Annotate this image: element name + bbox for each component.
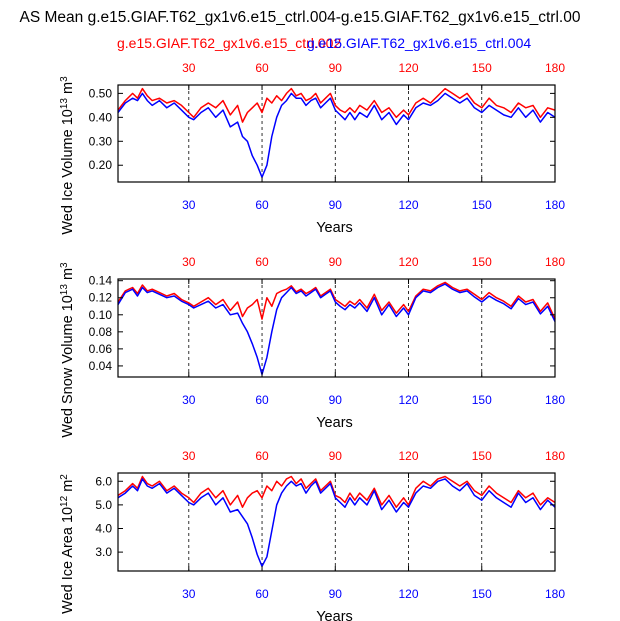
x-tick-label-bottom: 180: [545, 198, 565, 212]
y-axis-title: Wed Snow Volume 1013 m3: [59, 262, 77, 438]
x-tick-label-bottom: 30: [182, 587, 196, 601]
y-tick-label: 0.04: [89, 359, 113, 373]
series-line-red: [117, 281, 556, 320]
series-line-blue: [117, 478, 556, 568]
y-tick-label: 0.40: [89, 110, 113, 124]
x-tick-label-top: 60: [255, 61, 269, 75]
x-tick-label-bottom: 30: [182, 393, 196, 407]
y-tick-label: 0.14: [89, 274, 113, 288]
x-axis-title: Years: [316, 609, 353, 621]
plot-frame: [117, 472, 556, 572]
chart-title: AS Mean g.e15.GIAF.T62_gx1v6.e15_ctrl.00…: [20, 9, 581, 26]
y-tick-label: 0.06: [89, 342, 113, 356]
x-tick-label-top: 180: [545, 61, 565, 75]
x-tick-label-bottom: 120: [399, 198, 419, 212]
x-tick-label-top: 150: [472, 449, 492, 463]
x-tick-label-top: 120: [399, 255, 419, 269]
x-tick-label-bottom: 60: [255, 198, 269, 212]
x-tick-label-top: 30: [182, 255, 196, 269]
series-line-blue: [117, 283, 556, 376]
y-tick-label: 0.20: [89, 158, 113, 172]
x-tick-label-top: 150: [472, 255, 492, 269]
plot-frame: [117, 278, 556, 378]
panel-3: 3.0 4.0 5.0 6.0 30 30 60 60 90 90 120 120 150 150 180 1…: [59, 449, 566, 621]
x-tick-label-top: 60: [255, 255, 269, 269]
x-tick-label-top: 90: [329, 255, 343, 269]
x-tick-label-bottom: 150: [472, 198, 492, 212]
y-tick-label: 0.10: [89, 308, 113, 322]
y-tick-label: 4.0: [95, 521, 112, 535]
x-tick-label-bottom: 180: [545, 393, 565, 407]
x-tick-label-top: 90: [329, 449, 343, 463]
panel-2: 0.04 0.06 0.08 0.10 0.12 0.14 30 30 60 60 90 90 120 1…: [59, 255, 566, 438]
y-tick-label: 6.0: [95, 474, 112, 488]
x-tick-label-bottom: 120: [399, 393, 419, 407]
x-tick-label-bottom: 90: [329, 198, 343, 212]
y-tick-label: 0.12: [89, 291, 113, 305]
series-line-red: [117, 475, 556, 508]
case-label-red: g.e15.GIAF.T62_gx1v6.e15_ctrl.002: [117, 35, 341, 51]
x-tick-label-bottom: 120: [399, 587, 419, 601]
y-tick-label: 5.0: [95, 498, 112, 512]
y-tick-label: 3.0: [95, 545, 112, 559]
panel-1: 0.20 0.30 0.40 0.50 30 30 60 60 90 90 120 120 150 150…: [59, 61, 566, 236]
plot-frame: [117, 84, 556, 183]
y-axis-title: Wed Ice Volume 1013 m3: [59, 76, 77, 235]
x-tick-label-bottom: 90: [329, 587, 343, 601]
x-tick-label-bottom: 60: [255, 587, 269, 601]
x-tick-label-bottom: 60: [255, 393, 269, 407]
y-tick-label: 0.50: [89, 86, 113, 100]
series-line-red: [117, 87, 556, 123]
x-tick-label-bottom: 30: [182, 198, 196, 212]
x-tick-label-top: 150: [472, 61, 492, 75]
x-axis-title: Years: [316, 415, 353, 431]
x-tick-label-bottom: 150: [472, 587, 492, 601]
x-tick-label-top: 30: [182, 449, 196, 463]
y-axis-title: Wed Ice Area 1012 m2: [59, 474, 77, 614]
series-line-blue: [117, 92, 556, 178]
case-label-blue: g.e15.GIAF.T62_gx1v6.e15_ctrl.004: [307, 35, 531, 51]
x-tick-label-bottom: 150: [472, 393, 492, 407]
x-tick-label-top: 120: [399, 449, 419, 463]
x-tick-label-top: 30: [182, 61, 196, 75]
y-tick-label: 0.30: [89, 134, 113, 148]
x-tick-label-bottom: 180: [545, 587, 565, 601]
x-tick-label-top: 180: [545, 255, 565, 269]
x-tick-label-top: 120: [399, 61, 419, 75]
y-tick-label: 0.08: [89, 325, 113, 339]
x-tick-label-bottom: 90: [329, 393, 343, 407]
x-tick-label-top: 90: [329, 61, 343, 75]
x-axis-title: Years: [316, 220, 353, 236]
x-tick-label-top: 180: [545, 449, 565, 463]
x-tick-label-top: 60: [255, 449, 269, 463]
